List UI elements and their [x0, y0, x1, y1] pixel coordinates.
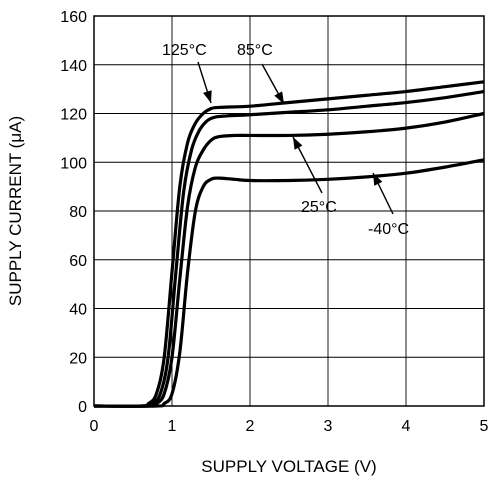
x-axis-title: SUPPLY VOLTAGE (V) [201, 457, 376, 476]
y-tick-label: 60 [69, 253, 87, 270]
annotation-arrowhead [293, 137, 303, 150]
x-tick-label: 5 [480, 418, 489, 435]
series-lines [93, 80, 485, 408]
y-axis-title: SUPPLY CURRENT (μA) [6, 116, 25, 306]
annotation-arrowhead [274, 91, 284, 104]
y-tick-label: 100 [60, 155, 87, 172]
annotation-arrowhead [373, 173, 383, 186]
annotations: 125°C 85°C 25°C -40°C [162, 42, 409, 238]
x-tick-label: 2 [246, 418, 255, 435]
x-tick-label: 4 [402, 418, 411, 435]
series-line-85c [93, 89, 485, 408]
annotation-arrowhead [203, 90, 212, 103]
x-tick-label: 1 [168, 418, 177, 435]
series-line-25c [93, 111, 485, 408]
x-tick-label: 0 [90, 418, 99, 435]
x-tick-labels: 0 1 2 3 4 5 [90, 418, 489, 435]
y-tick-label: 40 [69, 302, 87, 319]
y-tick-label: 160 [60, 9, 87, 26]
y-tick-label: 120 [60, 107, 87, 124]
annotation-label: -40°C [368, 221, 409, 238]
plot-frame [93, 15, 485, 407]
y-tick-label: 0 [78, 399, 87, 416]
grid [94, 16, 484, 406]
y-tick-label: 80 [69, 204, 87, 221]
annotation-label: 25°C [301, 199, 337, 216]
annotation-label: 85°C [237, 42, 273, 59]
series-line-40c [93, 158, 485, 408]
series-line-125c [93, 80, 485, 408]
y-tick-label: 140 [60, 58, 87, 75]
y-tick-labels: 0 20 40 60 80 100 120 140 160 [60, 9, 87, 416]
annotation-label: 125°C [162, 42, 207, 59]
x-tick-label: 3 [324, 418, 333, 435]
y-tick-label: 20 [69, 350, 87, 367]
